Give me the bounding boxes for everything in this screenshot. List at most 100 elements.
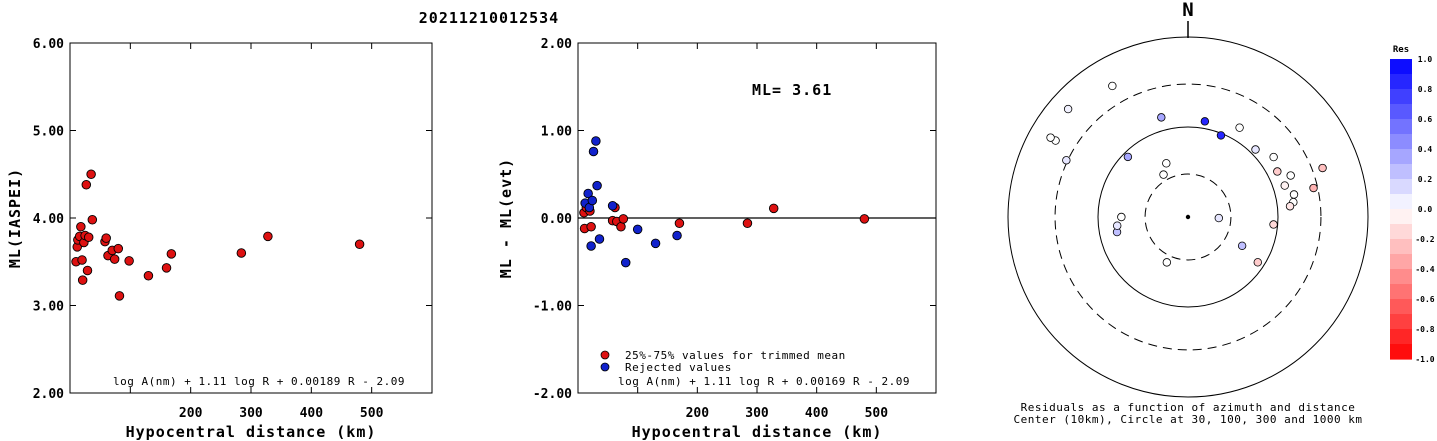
x-axis-label: Hypocentral distance (km) (126, 423, 377, 441)
colorbar-tick-label: -0.6 (1415, 295, 1434, 304)
rejected-point (672, 230, 682, 241)
accepted-point (618, 214, 629, 224)
colorbar-cell (1390, 149, 1412, 165)
colorbar-tick-label: -0.2 (1415, 235, 1434, 244)
station-marker (1289, 190, 1299, 199)
station-marker (1273, 167, 1282, 176)
colorbar-title: Res (1393, 45, 1409, 55)
rejected-point (591, 136, 601, 146)
x-axis-label: Hypocentral distance (km) (632, 423, 883, 441)
y-tick-label: -1.00 (533, 300, 572, 315)
rejected-point (588, 146, 599, 157)
formula: log A(nm) + 1.11 log R + 0.00169 R - 2.0… (618, 375, 910, 388)
station-marker (1162, 159, 1171, 168)
data-point (143, 271, 154, 281)
y-tick-label: 0.00 (541, 212, 572, 227)
colorbar-cell (1390, 299, 1412, 315)
data-point (83, 232, 94, 242)
colorbar-cell (1390, 284, 1412, 300)
x-tick-label: 200 (686, 406, 710, 421)
rejected-point (650, 238, 661, 249)
data-point (161, 263, 172, 273)
map-caption-line1: Residuals as a function of azimuth and d… (1021, 401, 1356, 414)
residual-vs-distance-panel: ML - ML(evt) Hypocentral distance (km) M… (497, 37, 937, 441)
data-point (81, 179, 92, 190)
y-tick-label: 2.00 (33, 387, 64, 402)
map-caption-line2: Center (10km), Circle at 30, 100, 300 an… (1013, 413, 1362, 426)
station-marker (1280, 181, 1289, 190)
x-tick-label: 400 (805, 406, 829, 421)
azimuth-residual-map: N Residuals as a function of azimuth and… (1007, 0, 1369, 426)
station-marker (1046, 133, 1055, 142)
station-marker (1063, 104, 1073, 114)
colorbar-tick-label: 0.0 (1418, 205, 1433, 214)
legend-accepted-label: 25%-75% values for trimmed mean (625, 349, 846, 362)
station-marker (1318, 163, 1327, 173)
rejected-point (587, 195, 598, 206)
rejected-point (594, 234, 605, 244)
plot-frame (69, 42, 433, 394)
data-point (76, 221, 86, 232)
y-tick-label: 4.00 (33, 212, 64, 227)
figure-title: 20211210012534 (419, 9, 559, 27)
station-marker (1216, 131, 1226, 140)
x-tick-label: 300 (745, 406, 769, 421)
distance-ring (1097, 126, 1279, 308)
data-point (77, 275, 88, 285)
data-point (109, 254, 120, 264)
data-point (124, 256, 134, 266)
distance-ring (1144, 173, 1232, 261)
station-marker (1123, 152, 1133, 162)
station-marker (1159, 170, 1168, 179)
x-tick-label: 400 (300, 406, 324, 421)
station-marker (1251, 145, 1260, 154)
colorbar-tick-label: -0.8 (1415, 325, 1434, 334)
colorbar-cell (1390, 119, 1412, 135)
colorbar-cell (1390, 239, 1412, 255)
y-axis-label: ML - ML(evt) (497, 158, 515, 278)
colorbar-cell (1390, 164, 1412, 180)
accepted-point (616, 221, 626, 232)
station-marker (1157, 113, 1166, 122)
distance-ring (1007, 36, 1369, 398)
station-marker (1113, 221, 1122, 230)
data-point (236, 248, 247, 258)
colorbar-cell (1390, 89, 1412, 105)
colorbar-cell (1390, 329, 1412, 345)
formula: log A(nm) + 1.11 log R + 0.00189 R - 2.0… (113, 375, 405, 388)
colorbar-tick-label: -0.4 (1415, 265, 1434, 274)
colorbar-tick-label: 0.4 (1418, 145, 1433, 154)
colorbar-cell (1390, 194, 1412, 210)
station-marker (1286, 171, 1295, 180)
legend-rejected-marker (600, 362, 610, 372)
accepted-point (586, 221, 596, 232)
accepted-point (674, 218, 685, 228)
colorbar-cell (1390, 344, 1412, 360)
data-point (86, 169, 96, 179)
north-label: N (1182, 0, 1193, 21)
station-marker (1269, 220, 1278, 229)
y-tick-label: 3.00 (33, 300, 64, 315)
colorbar-tick-label: 0.6 (1418, 115, 1433, 124)
legend-accepted-marker (600, 350, 610, 360)
colorbar-tick-label: 1.0 (1418, 55, 1433, 64)
x-tick-label: 200 (179, 406, 203, 421)
rejected-point (620, 257, 631, 268)
data-point (263, 231, 273, 242)
y-tick-label: 6.00 (33, 37, 64, 52)
accepted-point (742, 218, 753, 228)
station-marker (1309, 183, 1318, 193)
x-tick-label: 500 (360, 406, 384, 421)
data-point (114, 291, 125, 301)
rejected-point (607, 200, 618, 211)
legend-rejected-label: Rejected values (625, 361, 732, 374)
colorbar-tick-label: -1.0 (1415, 355, 1434, 364)
data-point (101, 233, 111, 243)
ml-annotation: ML= 3.61 (752, 81, 832, 99)
y-tick-label: 1.00 (541, 125, 572, 140)
data-point (82, 265, 93, 276)
x-tick-label: 500 (865, 406, 889, 421)
data-point (166, 249, 177, 259)
accepted-point (859, 214, 870, 224)
x-tick-label: 300 (239, 406, 263, 421)
